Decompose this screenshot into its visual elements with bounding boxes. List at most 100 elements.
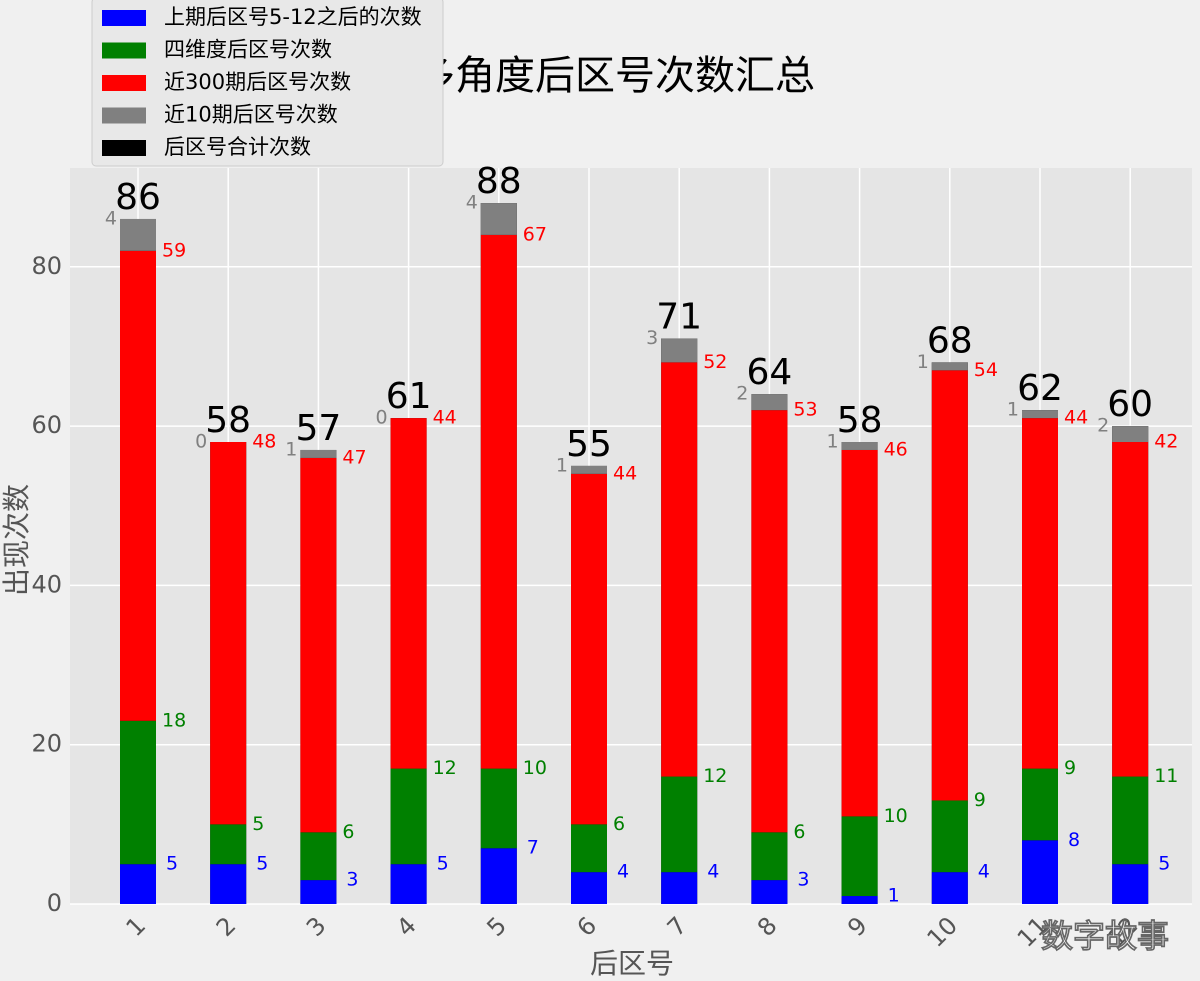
- value-label: 5: [256, 853, 268, 875]
- bar-segment: [1022, 768, 1058, 841]
- legend-label: 上期后区号5-12之后的次数: [164, 5, 422, 29]
- value-label: 6: [613, 813, 625, 835]
- total-label: 60: [1107, 384, 1153, 425]
- bar-segment: [210, 864, 247, 904]
- value-label: 5: [437, 853, 449, 875]
- x-tick-label: 1: [121, 911, 152, 942]
- legend-label: 后区号合计次数: [164, 135, 311, 159]
- total-label: 62: [1017, 368, 1063, 409]
- y-axis-label: 出现次数: [0, 484, 33, 596]
- value-label: 44: [1064, 407, 1088, 429]
- value-label: 4: [978, 861, 990, 883]
- bar-segment: [841, 449, 878, 817]
- bar-segment: [300, 449, 337, 458]
- value-label: 9: [1064, 757, 1076, 779]
- legend-label: 近10期后区号次数: [164, 103, 338, 127]
- bar-segment: [751, 832, 788, 881]
- value-label: 12: [703, 765, 727, 787]
- total-label: 88: [476, 161, 522, 202]
- value-label: 0: [195, 431, 207, 453]
- bar-segment: [480, 848, 517, 904]
- bar-segment: [751, 394, 788, 411]
- bar-segment: [571, 473, 607, 825]
- value-label: 44: [613, 462, 637, 484]
- value-label: 1: [917, 351, 929, 373]
- bar-segment: [300, 880, 337, 904]
- x-tick-label: 10: [922, 911, 963, 952]
- value-label: 4: [617, 861, 629, 883]
- value-label: 10: [523, 757, 547, 779]
- bar-segment: [210, 824, 247, 865]
- bar-segment: [480, 768, 517, 849]
- bar-segment: [841, 896, 878, 904]
- value-label: 3: [797, 869, 809, 891]
- value-label: 9: [974, 789, 986, 811]
- y-tick-label: 60: [31, 411, 62, 439]
- bar-segment: [120, 864, 156, 904]
- value-label: 18: [162, 709, 186, 731]
- bar-segment: [390, 864, 427, 904]
- value-label: 42: [1154, 431, 1178, 453]
- total-label: 86: [115, 177, 161, 218]
- bar-segment: [120, 218, 156, 251]
- value-label: 3: [346, 869, 358, 891]
- value-label: 1: [888, 885, 900, 907]
- bar-segment: [571, 465, 607, 474]
- value-label: 1: [285, 438, 297, 460]
- x-tick-label: 5: [481, 911, 512, 942]
- x-tick-label: 2: [211, 911, 242, 942]
- legend-box: [91, 0, 444, 167]
- value-label: 5: [166, 853, 178, 875]
- plot-area: [70, 168, 1192, 904]
- bar-segment: [1112, 442, 1149, 777]
- bar-segment: [1022, 840, 1058, 904]
- y-tick-label: 40: [31, 570, 62, 598]
- bar-segment: [841, 442, 878, 450]
- bar-segment: [661, 872, 698, 904]
- bar-segment: [300, 832, 337, 881]
- bar-segment: [571, 872, 607, 904]
- legend-label: 四维度后区号次数: [164, 38, 332, 62]
- value-label: 1: [827, 431, 839, 453]
- legend-swatch: [102, 10, 146, 26]
- y-tick-label: 0: [47, 889, 62, 917]
- bar-segment: [1112, 426, 1149, 443]
- value-label: 59: [162, 239, 186, 261]
- bar-segment: [1112, 776, 1149, 865]
- bar-segment: [120, 250, 156, 721]
- bar-segment: [480, 203, 517, 235]
- bar-segment: [1112, 864, 1149, 904]
- value-label: 52: [703, 351, 727, 373]
- total-label: 58: [837, 400, 883, 441]
- value-label: 1: [1007, 399, 1019, 421]
- x-tick-label: 3: [301, 911, 332, 942]
- value-label: 5: [252, 813, 264, 835]
- bar-segment: [751, 880, 788, 904]
- x-tick-label: 8: [752, 911, 783, 942]
- bar-segment: [841, 816, 878, 897]
- legend-swatch: [102, 75, 146, 91]
- chart-title: 多角度后区号次数汇总: [415, 53, 815, 99]
- x-axis-label: 后区号: [590, 947, 674, 980]
- total-label: 58: [205, 400, 251, 441]
- value-label: 10: [884, 805, 908, 827]
- bar-segment: [571, 824, 607, 873]
- total-label: 64: [746, 352, 792, 393]
- total-label: 71: [656, 296, 702, 337]
- legend-swatch: [102, 42, 146, 59]
- bar-segment: [210, 442, 247, 825]
- value-label: 3: [646, 327, 658, 349]
- x-tick-label: 4: [391, 911, 422, 942]
- value-label: 5: [1158, 853, 1170, 875]
- value-label: 4: [466, 192, 478, 214]
- value-label: 54: [974, 359, 998, 381]
- bar-segment: [661, 776, 698, 873]
- value-label: 4: [707, 861, 719, 883]
- value-label: 6: [793, 821, 805, 843]
- total-label: 61: [386, 376, 432, 417]
- x-tick-label: 7: [662, 911, 693, 942]
- bar-segment: [931, 362, 968, 371]
- bar-segment: [931, 800, 968, 873]
- value-label: 2: [1097, 415, 1109, 437]
